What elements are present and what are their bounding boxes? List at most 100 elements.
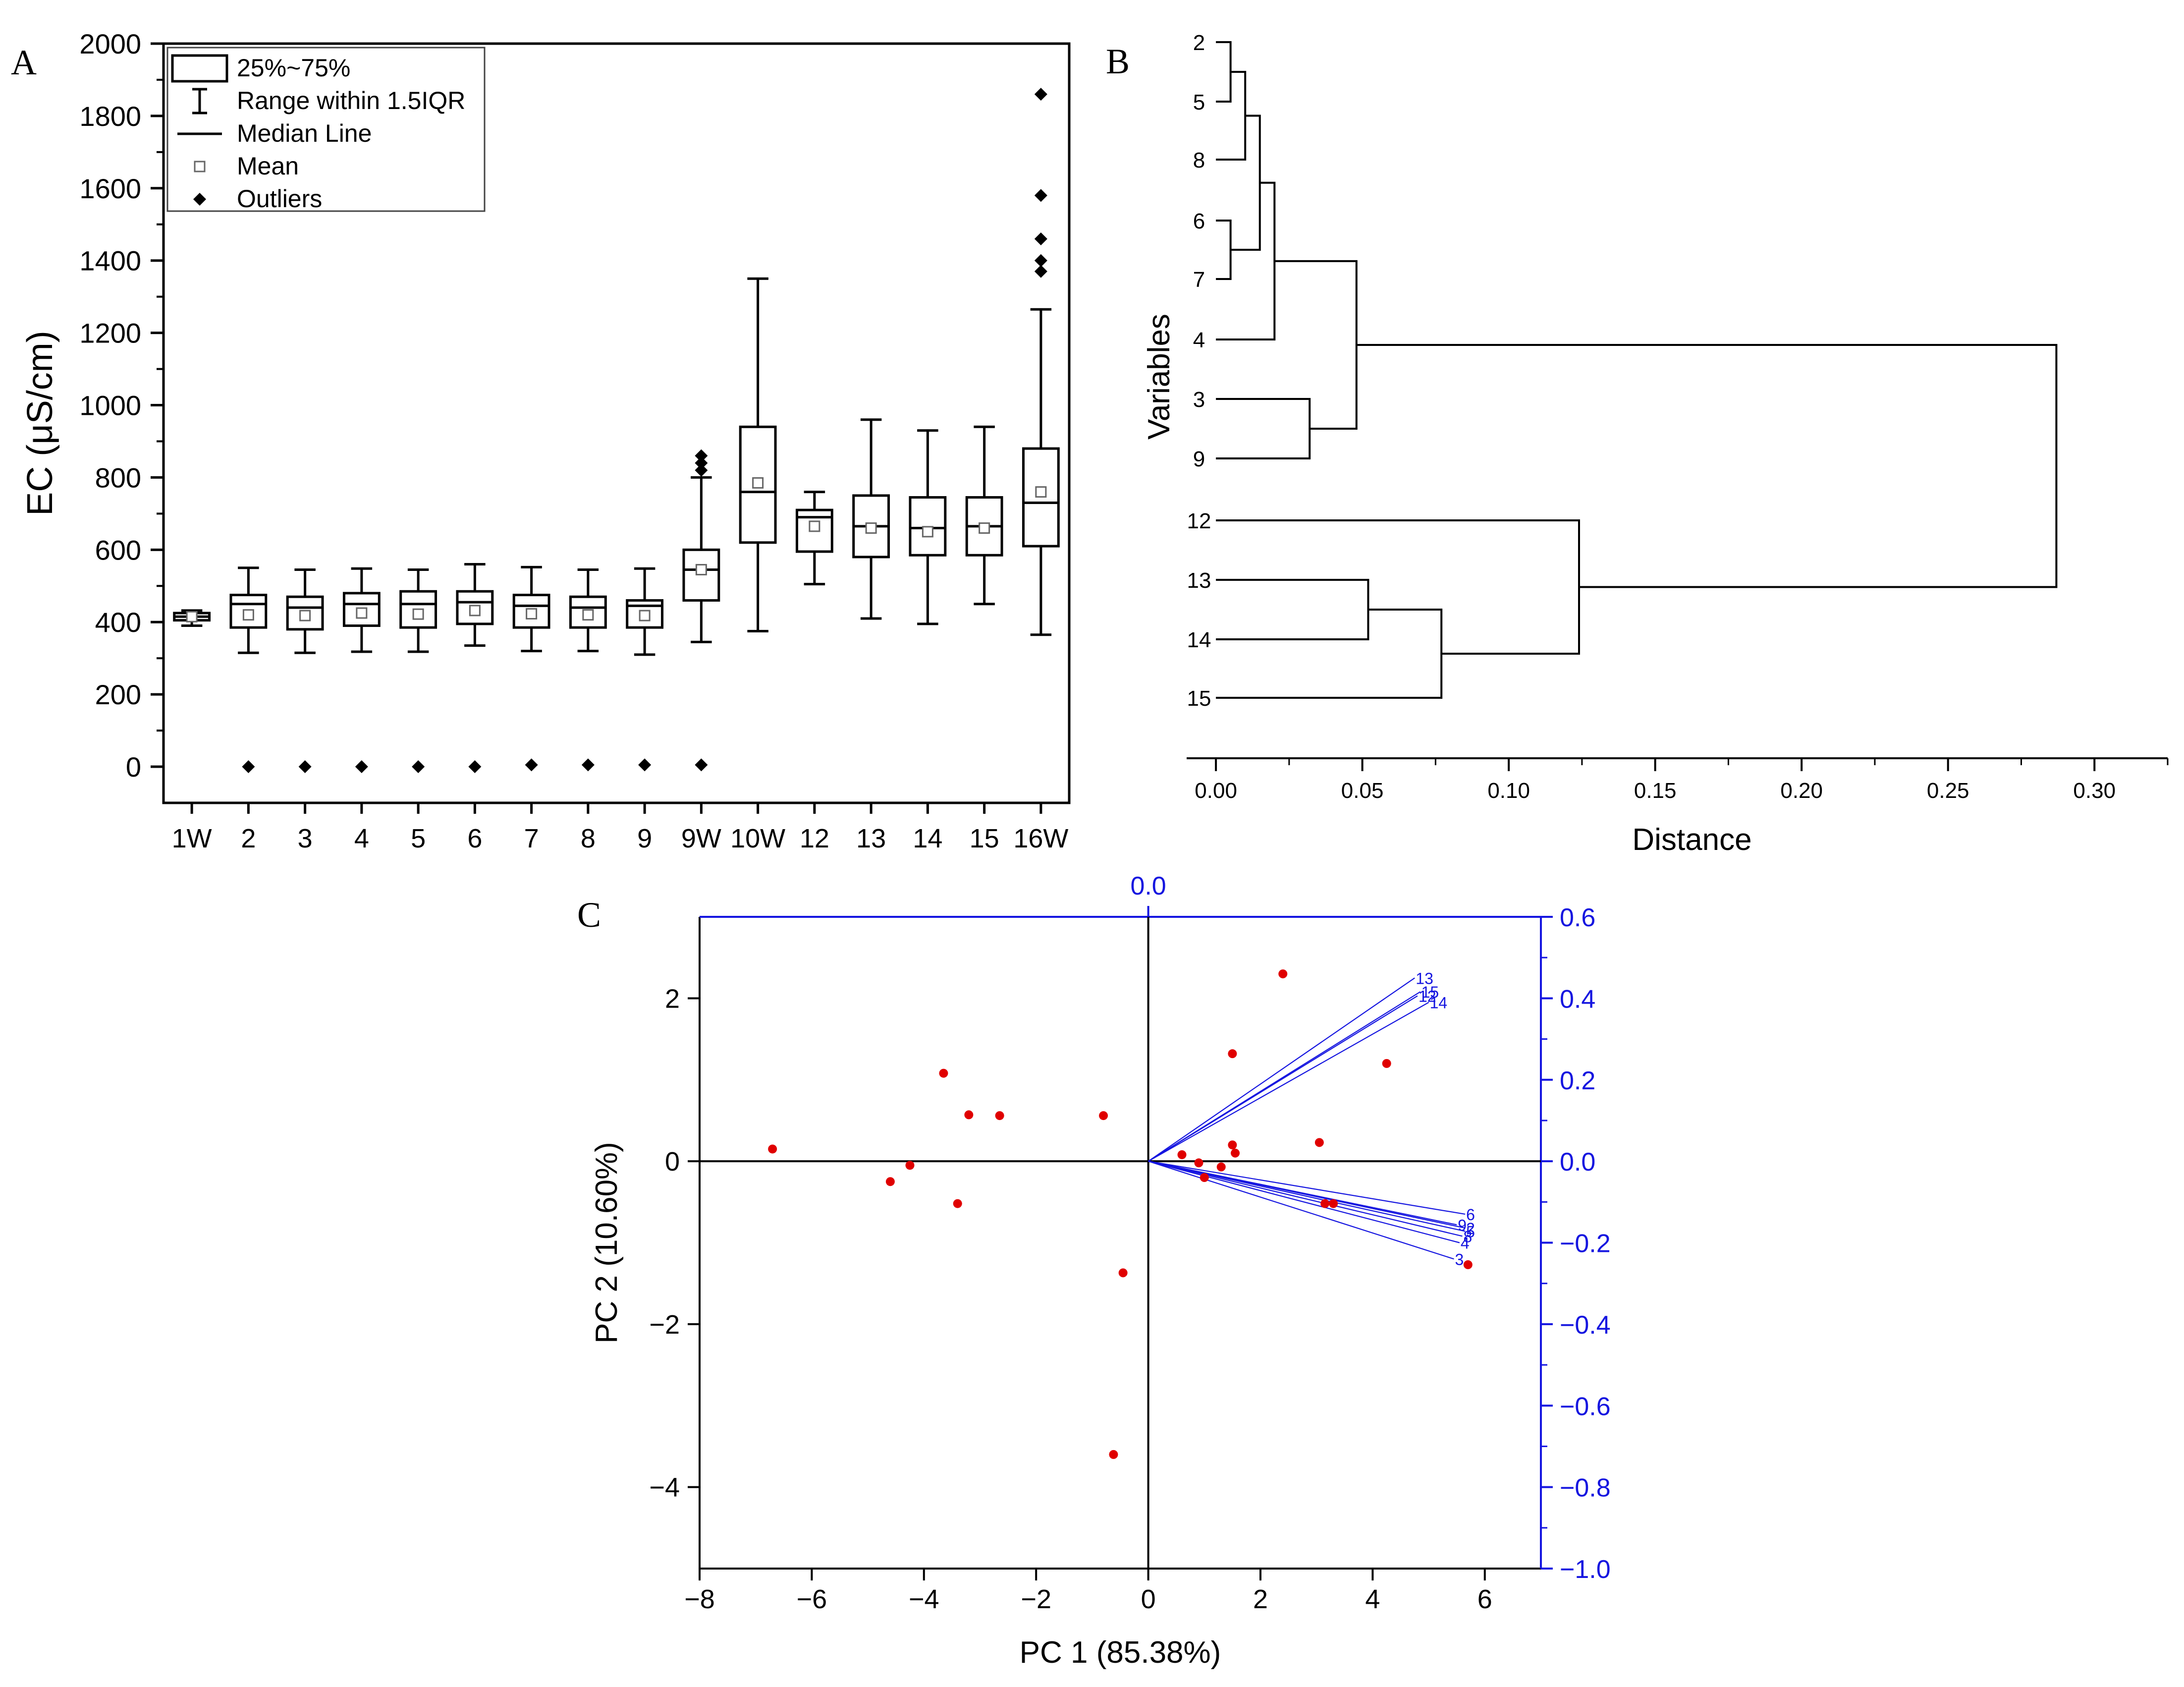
mean-marker bbox=[695, 563, 707, 575]
mean-marker bbox=[526, 608, 538, 619]
dendrogram-link bbox=[1216, 519, 1580, 655]
x-tick-label: 0.10 bbox=[1487, 779, 1530, 803]
legend-label: Range within 1.5IQR bbox=[237, 87, 465, 114]
legend-swatch-box bbox=[171, 54, 228, 83]
y-axis-title: PC 2 (10.60%) bbox=[590, 1142, 624, 1344]
outlier-point bbox=[581, 758, 595, 772]
x-tick-label: 16W bbox=[1013, 824, 1068, 853]
score-point bbox=[1278, 969, 1288, 979]
mean-marker bbox=[412, 608, 424, 620]
x-tick-label: 12 bbox=[800, 824, 829, 853]
x-tick-label: 0.30 bbox=[2073, 779, 2116, 803]
outlier-point bbox=[1034, 232, 1047, 245]
right-y-tick-label: 0.6 bbox=[1560, 903, 1595, 932]
leaf-label: 15 bbox=[1187, 686, 1211, 711]
legend-label: 25%~75% bbox=[237, 54, 350, 82]
outlier-point bbox=[468, 760, 482, 774]
x-tick-label: −8 bbox=[684, 1584, 715, 1614]
right-y-tick-label: −0.4 bbox=[1560, 1311, 1611, 1340]
outlier-point bbox=[695, 449, 708, 462]
outlier-point bbox=[638, 758, 652, 772]
x-tick-label: 5 bbox=[411, 824, 426, 853]
mean-marker bbox=[469, 605, 481, 617]
outlier-point bbox=[1034, 189, 1047, 202]
x-axis-title: Distance bbox=[1632, 823, 1751, 857]
x-tick-label: 0.05 bbox=[1341, 779, 1384, 803]
y-tick-label: −4 bbox=[649, 1473, 680, 1503]
leaf-label: 2 bbox=[1193, 31, 1205, 55]
x-tick-label: −4 bbox=[909, 1584, 939, 1614]
leaf-label: 4 bbox=[1193, 328, 1205, 352]
y-axis-title: Variables bbox=[1142, 314, 1176, 440]
y-tick-label: −2 bbox=[649, 1310, 680, 1340]
mean-marker bbox=[809, 520, 820, 532]
score-point bbox=[1099, 1111, 1108, 1121]
loading-vector bbox=[1148, 1161, 1454, 1260]
dendrogram-link bbox=[1216, 579, 1369, 640]
x-tick-label: 0.15 bbox=[1634, 779, 1677, 803]
score-point bbox=[939, 1068, 948, 1078]
leaf-label: 14 bbox=[1187, 628, 1211, 652]
boxplot-panel: 0 200 400 600 800 1000 1200 1400 1600 1800 2000 EC … bbox=[20, 28, 1071, 853]
loading-label: 4 bbox=[1461, 1235, 1470, 1252]
loading-vector bbox=[1148, 1161, 1466, 1232]
score-point bbox=[1177, 1150, 1187, 1159]
iqr-box bbox=[512, 594, 550, 629]
x-tick-label: 2 bbox=[241, 824, 256, 853]
dendrogram-link bbox=[1230, 114, 1261, 251]
x-tick-label: 0 bbox=[1141, 1584, 1156, 1614]
top-axis-label: 0.0 bbox=[1130, 872, 1166, 900]
x-tick-label: 14 bbox=[913, 824, 942, 853]
loading-label: 3 bbox=[1455, 1250, 1464, 1268]
loading-label: 5 bbox=[1466, 1223, 1475, 1240]
leaf-label: 8 bbox=[1193, 148, 1205, 172]
dendrogram-link bbox=[1274, 260, 1358, 430]
loading-label: 13 bbox=[1416, 969, 1433, 987]
x-tick-label: −2 bbox=[1021, 1584, 1051, 1614]
loading-vector bbox=[1148, 1161, 1463, 1237]
dendrogram-link bbox=[1216, 609, 1443, 699]
loading-vector bbox=[1148, 1161, 1460, 1243]
loading-vector bbox=[1148, 1161, 1466, 1215]
y-tick-label: 2000 bbox=[79, 28, 141, 59]
outlier-point bbox=[1034, 254, 1047, 267]
dendrogram-link bbox=[1216, 220, 1232, 280]
y-tick-label: 1200 bbox=[79, 318, 141, 349]
right-y-tick-label: −0.8 bbox=[1560, 1474, 1611, 1503]
score-point bbox=[1329, 1199, 1338, 1208]
x-tick-label: 0.25 bbox=[1927, 779, 1969, 803]
leaf-label: 9 bbox=[1193, 447, 1205, 471]
leaf-label: 13 bbox=[1187, 568, 1211, 593]
x-tick-label: 2 bbox=[1253, 1584, 1268, 1614]
score-point bbox=[1200, 1173, 1209, 1182]
outlier-point bbox=[355, 760, 368, 774]
loading-label: 8 bbox=[1464, 1228, 1473, 1245]
outlier-point bbox=[1034, 88, 1047, 101]
outlier-point bbox=[242, 760, 255, 774]
legend-label: Outliers bbox=[237, 185, 322, 213]
y-tick-label: 1800 bbox=[79, 101, 141, 132]
mean-marker bbox=[1035, 486, 1047, 498]
iqr-box bbox=[682, 548, 720, 602]
x-tick-label: 15 bbox=[970, 824, 999, 853]
panel-label-b: B bbox=[1106, 42, 1130, 81]
outlier-point bbox=[695, 463, 708, 477]
x-tick-label: 7 bbox=[524, 824, 539, 853]
x-tick-label: 3 bbox=[298, 824, 313, 853]
outlier-point bbox=[1034, 265, 1047, 278]
y-tick-label: 0 bbox=[126, 751, 141, 783]
dendrogram-link bbox=[1216, 41, 1232, 103]
iqr-box bbox=[342, 592, 381, 627]
score-point bbox=[964, 1110, 974, 1120]
mean-marker bbox=[242, 609, 254, 621]
x-tick-label: 13 bbox=[856, 824, 886, 853]
score-point bbox=[1109, 1450, 1118, 1459]
panel-label-a: A bbox=[11, 43, 37, 82]
y-tick-label: 800 bbox=[95, 462, 141, 493]
y-tick-label: 400 bbox=[95, 607, 141, 638]
x-tick-label: 0.20 bbox=[1780, 779, 1823, 803]
score-point bbox=[768, 1144, 777, 1154]
x-tick-label: 4 bbox=[354, 824, 369, 853]
score-point bbox=[953, 1199, 962, 1208]
leaf-label: 5 bbox=[1193, 90, 1205, 114]
